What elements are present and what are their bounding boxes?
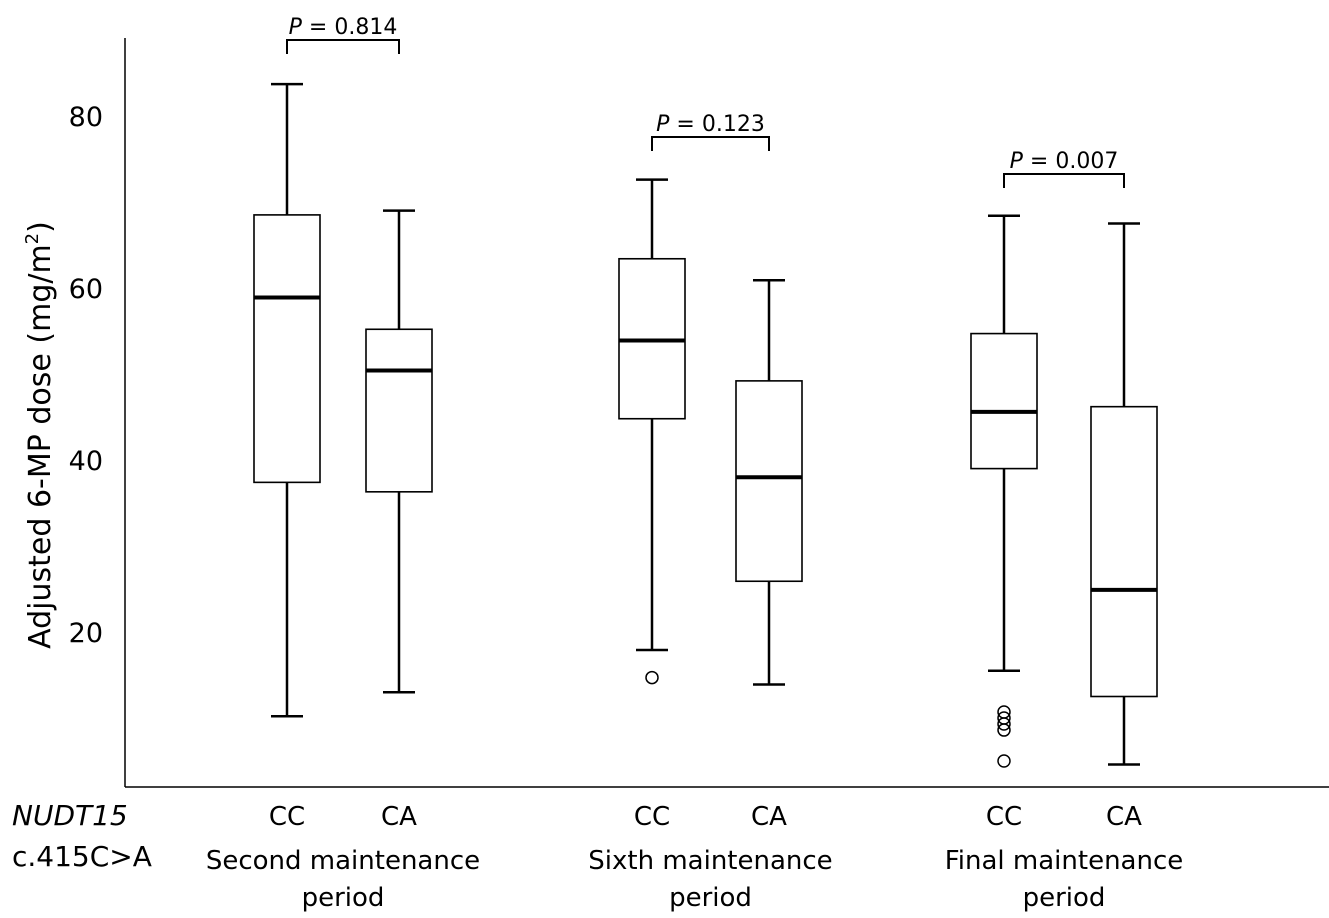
category-label: CC xyxy=(269,802,305,832)
period-group: CC CA P = 0.007 Final maintenance period xyxy=(945,149,1184,913)
outlier-point xyxy=(997,723,1011,737)
iqr-box xyxy=(365,328,433,493)
box-cc: CC xyxy=(970,214,1038,832)
category-label: CC xyxy=(986,802,1022,832)
box-ca: CA xyxy=(1090,222,1158,832)
p-value-label: P = 0.123 xyxy=(656,112,765,137)
y-tick-label: 20 xyxy=(69,618,103,649)
period-label-line2: period xyxy=(669,883,752,913)
box-cc: CC xyxy=(618,178,686,832)
period-group: CC CA P = 0.814 Second maintenance period xyxy=(206,15,480,913)
y-axis-title: Adjusted 6-MP dose (mg/m2) xyxy=(22,221,58,649)
period-label: Second maintenance xyxy=(206,846,480,876)
period-group: CC CA P = 0.123 Sixth maintenance period xyxy=(588,112,832,913)
y-tick-labels: 20 40 60 80 xyxy=(69,102,103,649)
outlier-point xyxy=(997,717,1011,731)
box-ca: CA xyxy=(735,279,803,832)
significance-bracket xyxy=(651,136,770,151)
y-tick-label: 80 xyxy=(69,102,103,133)
y-tick-label: 60 xyxy=(69,274,103,305)
genotype-variant-label: c.415C>A xyxy=(12,840,152,873)
category-label: CA xyxy=(751,802,787,832)
period-label-line2: period xyxy=(302,883,385,913)
significance-bracket xyxy=(1003,173,1125,188)
iqr-box xyxy=(735,380,803,583)
p-value-label: P = 0.007 xyxy=(1010,149,1119,174)
iqr-box xyxy=(1090,405,1158,698)
y-tick-label: 40 xyxy=(69,446,103,477)
period-label: Final maintenance xyxy=(945,846,1184,876)
category-label: CC xyxy=(634,802,670,832)
outlier-point xyxy=(645,670,659,685)
category-label: CA xyxy=(381,802,417,832)
iqr-box xyxy=(970,332,1038,470)
category-label: CA xyxy=(1106,802,1142,832)
outlier-point xyxy=(997,754,1011,768)
period-label: Sixth maintenance xyxy=(588,846,832,876)
p-value-label: P = 0.814 xyxy=(289,15,398,40)
period-label-line2: period xyxy=(1023,883,1106,913)
iqr-box xyxy=(253,214,321,484)
significance-bracket xyxy=(286,39,400,54)
genotype-gene-label: NUDT15 xyxy=(12,799,128,832)
box-ca: CA xyxy=(365,209,433,832)
box-cc: CC xyxy=(253,82,321,832)
